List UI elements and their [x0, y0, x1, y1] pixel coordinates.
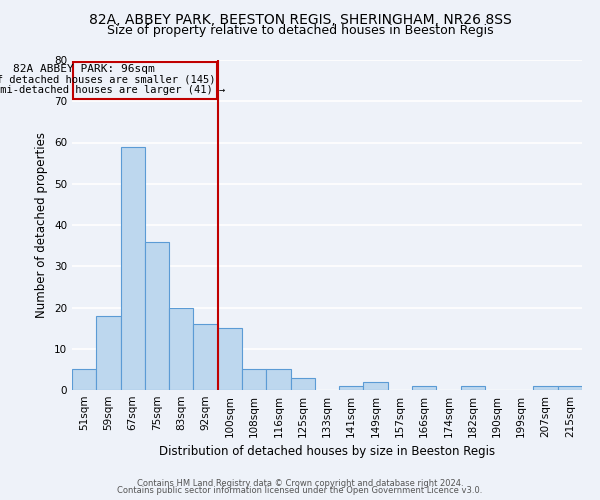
Text: 82A, ABBEY PARK, BEESTON REGIS, SHERINGHAM, NR26 8SS: 82A, ABBEY PARK, BEESTON REGIS, SHERINGH… — [89, 12, 511, 26]
Bar — [242, 370, 266, 390]
Bar — [290, 378, 315, 390]
Text: Contains HM Land Registry data © Crown copyright and database right 2024.: Contains HM Land Registry data © Crown c… — [137, 478, 463, 488]
Bar — [412, 386, 436, 390]
X-axis label: Distribution of detached houses by size in Beeston Regis: Distribution of detached houses by size … — [159, 446, 495, 458]
Bar — [266, 370, 290, 390]
Text: Contains public sector information licensed under the Open Government Licence v3: Contains public sector information licen… — [118, 486, 482, 495]
Text: Size of property relative to detached houses in Beeston Regis: Size of property relative to detached ho… — [107, 24, 493, 37]
Bar — [364, 382, 388, 390]
Y-axis label: Number of detached properties: Number of detached properties — [35, 132, 49, 318]
Bar — [193, 324, 218, 390]
Bar — [72, 370, 96, 390]
Bar — [96, 316, 121, 390]
Text: 22% of semi-detached houses are larger (41) →: 22% of semi-detached houses are larger (… — [0, 84, 225, 95]
Bar — [169, 308, 193, 390]
Bar — [558, 386, 582, 390]
Bar — [461, 386, 485, 390]
Bar — [339, 386, 364, 390]
Text: ← 77% of detached houses are smaller (145): ← 77% of detached houses are smaller (14… — [0, 74, 215, 85]
Bar — [533, 386, 558, 390]
Text: 82A ABBEY PARK: 96sqm: 82A ABBEY PARK: 96sqm — [13, 64, 155, 74]
Bar — [145, 242, 169, 390]
Bar — [121, 146, 145, 390]
Bar — [218, 328, 242, 390]
